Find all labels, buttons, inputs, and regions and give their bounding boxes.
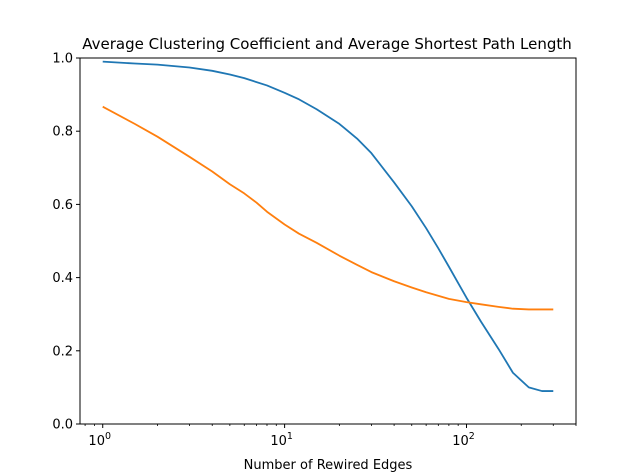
series-line-2 (102, 105, 554, 311)
series-line-1 (102, 60, 554, 392)
x-axis-label: Number of Rewired Edges (244, 458, 413, 473)
y-tick-label: 0.2 (52, 344, 73, 359)
y-tick-label: 0.8 (52, 125, 73, 140)
y-tick-label: 0.6 (52, 198, 73, 213)
x-tick-label: 100 (88, 431, 111, 449)
y-tick-label: 0.4 (52, 271, 73, 286)
plot-frame (79, 57, 577, 425)
y-tick-label: 1.0 (52, 52, 73, 67)
series-layer (102, 60, 554, 392)
x-tick-label: 102 (452, 431, 475, 449)
y-axis: 0.0 0.2 0.4 0.6 0.8 1.0 (52, 52, 80, 433)
y-tick-label: 0.0 (52, 418, 73, 433)
x-axis: 100 101 102 (84, 424, 577, 449)
x-tick-label: 101 (270, 431, 293, 449)
chart-title: Average Clustering Coefficient and Avera… (82, 35, 572, 53)
